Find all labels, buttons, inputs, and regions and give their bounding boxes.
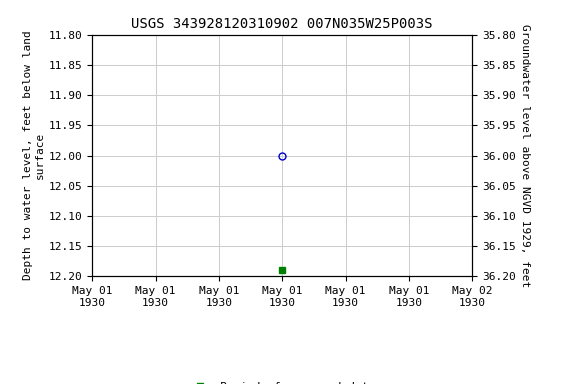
Y-axis label: Depth to water level, feet below land
surface: Depth to water level, feet below land su… (23, 31, 44, 280)
Legend: Period of approved data: Period of approved data (185, 378, 380, 384)
Y-axis label: Groundwater level above NGVD 1929, feet: Groundwater level above NGVD 1929, feet (520, 24, 530, 287)
Title: USGS 343928120310902 007N035W25P003S: USGS 343928120310902 007N035W25P003S (131, 17, 433, 31)
